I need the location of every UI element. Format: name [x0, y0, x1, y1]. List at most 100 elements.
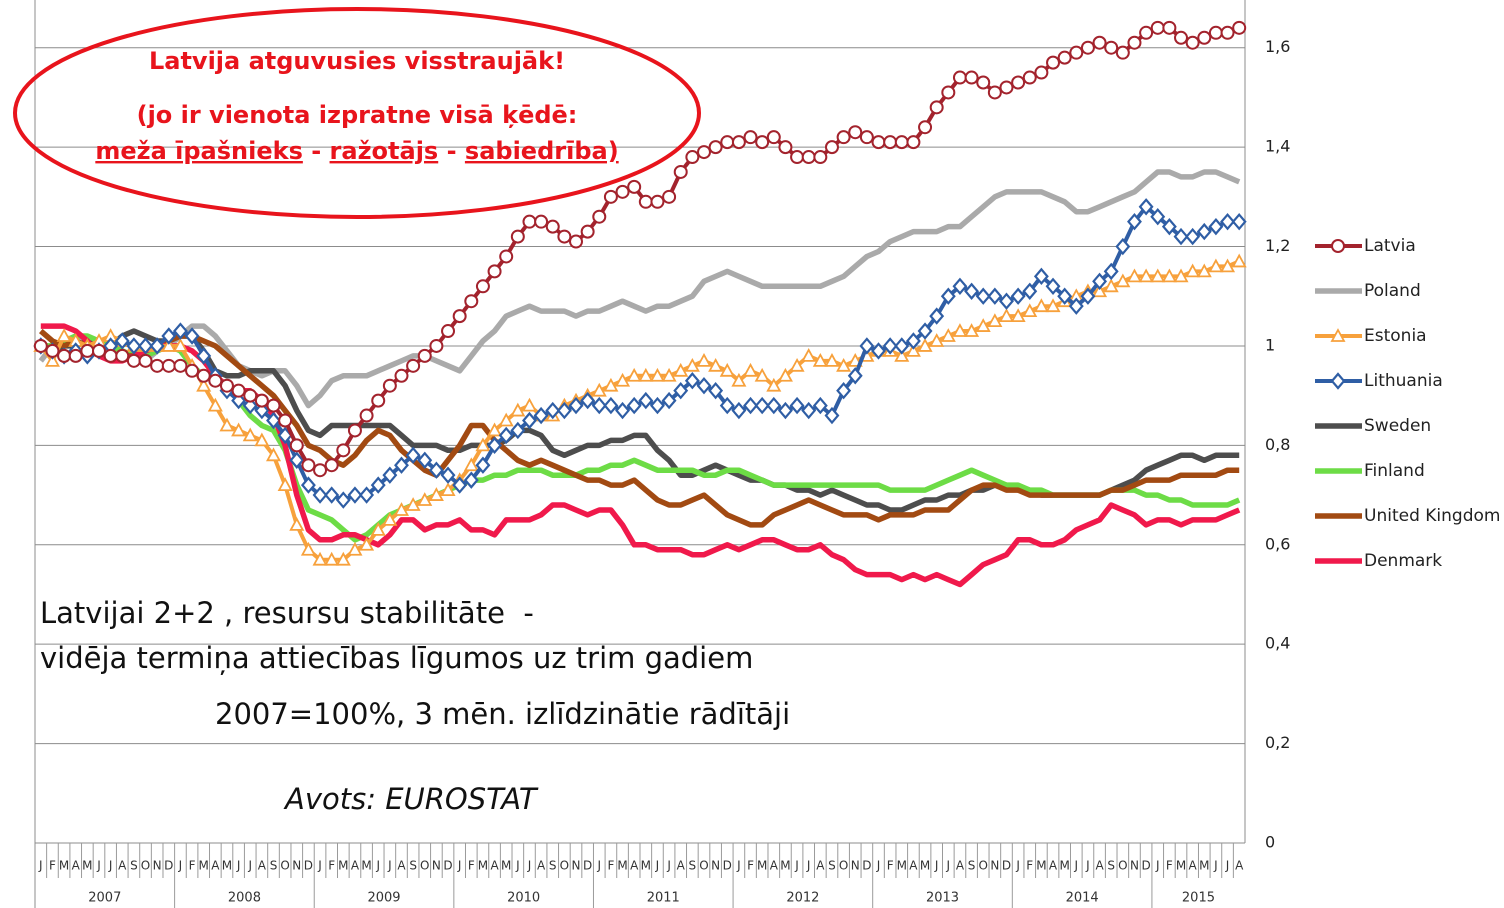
marker	[359, 486, 375, 504]
x-tick-label: F	[328, 859, 335, 873]
marker	[172, 322, 188, 340]
series: Lithuania	[33, 198, 1443, 509]
marker	[161, 358, 176, 373]
marker	[231, 383, 246, 398]
x-tick-label: S	[130, 859, 138, 873]
marker	[1150, 208, 1166, 226]
y-tick-label: 1,6	[1265, 37, 1290, 56]
marker	[952, 70, 967, 85]
marker	[1115, 237, 1131, 256]
marker	[359, 408, 374, 423]
x-tick-label: A	[397, 859, 406, 873]
marker	[1231, 253, 1247, 268]
y-tick-label: 0,4	[1265, 634, 1290, 653]
x-tick-label: J	[527, 859, 532, 873]
marker	[894, 135, 909, 150]
x-tick-label: J	[96, 859, 101, 873]
marker	[487, 422, 503, 437]
x-tick-label: M	[501, 859, 511, 873]
marker	[905, 343, 921, 357]
x-tick-label: J	[108, 859, 113, 873]
marker	[987, 287, 1003, 305]
x-tick-label: F	[49, 859, 56, 873]
chain-item: ražotājs	[330, 137, 439, 165]
marker	[335, 551, 351, 566]
x-tick-label: J	[1074, 859, 1079, 873]
x-tick-label: M	[920, 859, 930, 873]
subline: (jo ir vienota izpratne visā ķēdē:	[137, 101, 578, 129]
marker	[789, 396, 805, 415]
x-tick-label: M	[361, 859, 371, 873]
x-tick-label: M	[617, 859, 627, 873]
separator: -	[311, 137, 321, 165]
marker	[441, 324, 456, 339]
marker	[172, 338, 188, 352]
marker	[650, 396, 665, 415]
marker	[68, 348, 83, 363]
marker	[242, 396, 258, 415]
marker	[1173, 268, 1189, 283]
marker	[591, 396, 607, 415]
x-tick-label: A	[537, 859, 546, 873]
x-tick-label: J	[806, 859, 811, 873]
marker	[998, 308, 1015, 323]
x-tick-label: A	[72, 859, 81, 873]
marker	[626, 396, 642, 415]
x-tick-label: A	[1235, 859, 1244, 873]
marker	[1103, 262, 1119, 281]
marker	[475, 456, 491, 474]
marker	[1103, 278, 1119, 293]
marker	[777, 367, 793, 382]
marker	[406, 358, 421, 373]
x-tick-label: M	[478, 859, 488, 873]
marker	[766, 396, 782, 415]
marker	[219, 378, 234, 393]
marker	[324, 551, 340, 566]
marker	[1045, 298, 1061, 313]
marker	[812, 352, 828, 367]
marker	[964, 323, 980, 337]
x-tick-label: F	[1026, 859, 1033, 873]
marker	[929, 100, 944, 115]
x-tick-label: S	[270, 859, 278, 873]
marker	[440, 466, 456, 484]
marker	[929, 307, 945, 325]
marker	[1115, 273, 1131, 288]
marker	[370, 476, 386, 494]
x-tick-label: J	[317, 859, 322, 873]
x-tick-label: F	[747, 859, 754, 873]
y-tick-label: 1,2	[1265, 236, 1290, 255]
x-tick-label: M	[82, 859, 92, 873]
x-tick-label: J	[236, 859, 241, 873]
x-tick-label: J	[736, 859, 741, 873]
marker	[801, 348, 817, 362]
chain-item: meža īpašnieks	[95, 137, 303, 165]
marker	[464, 294, 479, 309]
marker	[720, 135, 735, 150]
marker	[138, 337, 153, 355]
marker	[719, 362, 735, 377]
x-tick-label: A	[677, 859, 686, 873]
legend-label: Estonia	[1364, 326, 1427, 346]
marker	[952, 323, 968, 337]
x-tick-label: M	[338, 859, 348, 873]
marker	[615, 401, 630, 420]
marker	[242, 427, 258, 442]
marker	[522, 214, 537, 229]
marker	[592, 209, 607, 224]
marker	[138, 353, 153, 368]
marker	[836, 357, 852, 372]
marker	[57, 348, 72, 363]
marker	[847, 367, 863, 385]
line	[39, 328, 1240, 528]
marker	[266, 411, 281, 430]
marker	[463, 471, 479, 489]
year-label: 2013	[926, 891, 959, 906]
marker	[1161, 217, 1177, 236]
marker	[382, 378, 397, 393]
marker	[1033, 298, 1049, 313]
marker	[649, 367, 665, 382]
marker	[359, 536, 375, 551]
marker	[789, 357, 805, 372]
